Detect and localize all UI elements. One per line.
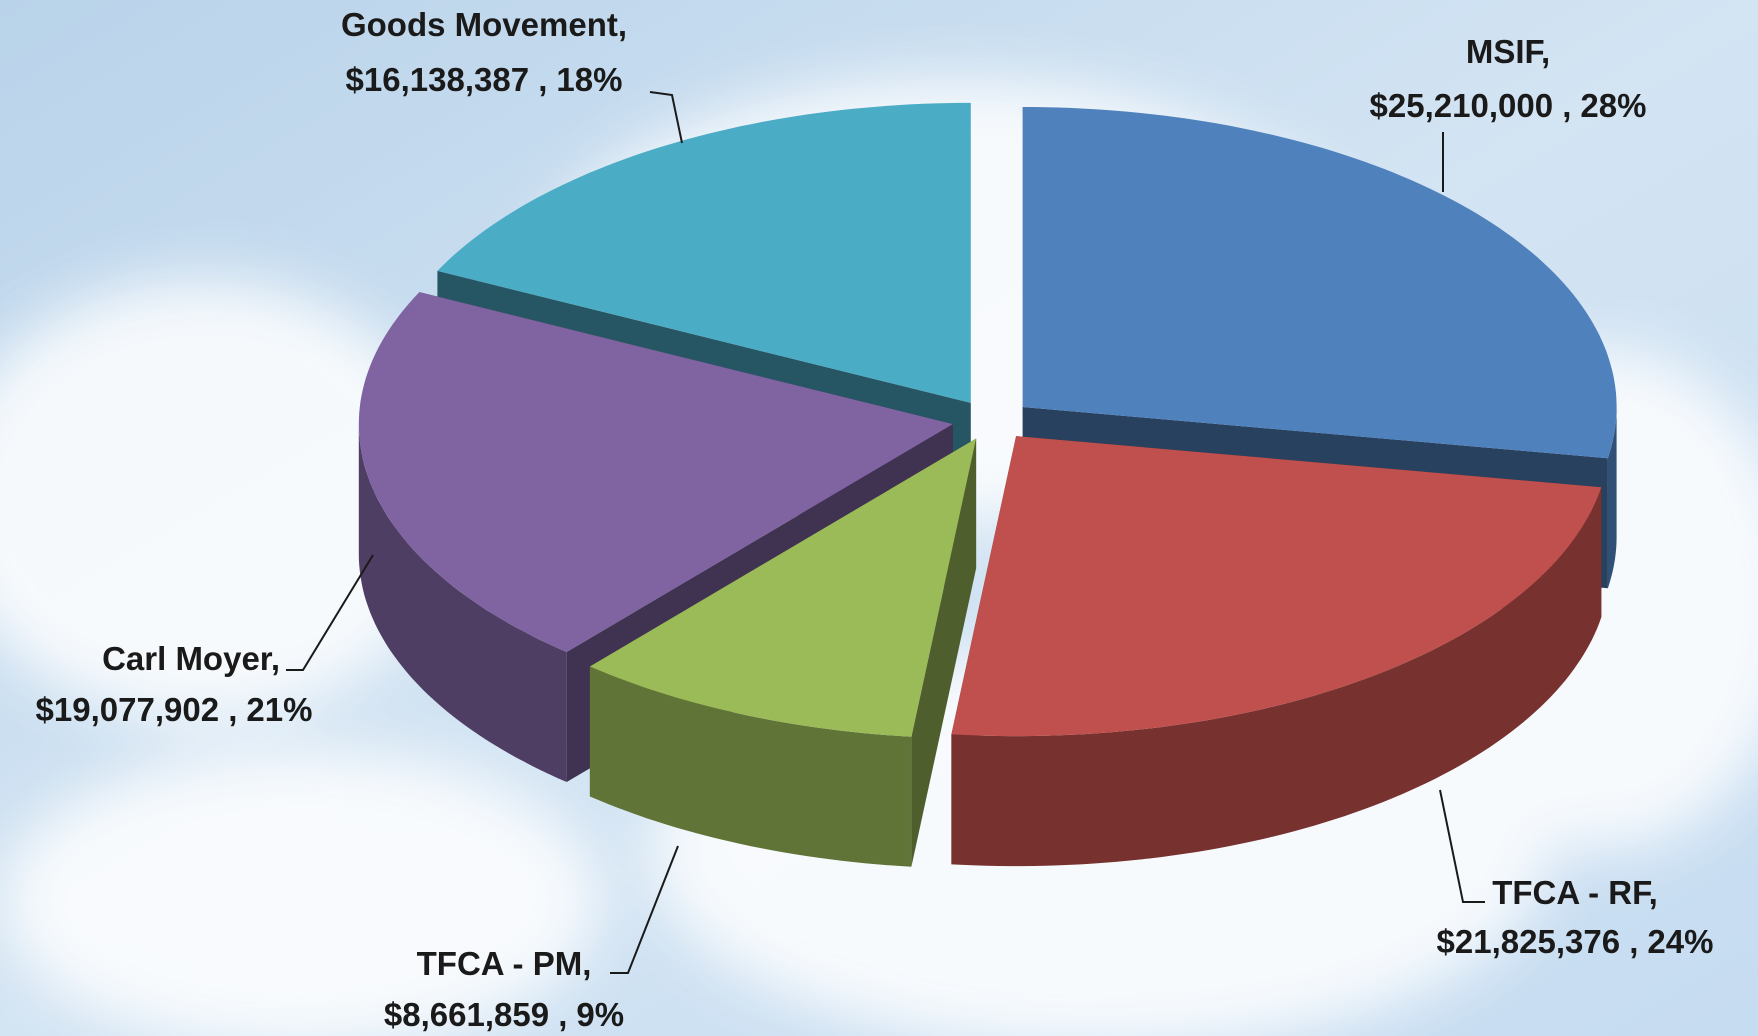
category-label: TFCA - RF, — [1492, 874, 1658, 911]
amount: $25,210,000 , — [1370, 87, 1572, 124]
category-label: Goods Movement, — [341, 6, 627, 43]
percent: 18% — [556, 61, 622, 98]
percent: 21% — [246, 691, 312, 728]
chart: MSIF, $25,210,000 ,28% TFCA - RF, $21,825,3… — [0, 0, 1758, 1036]
page: MSIF, $25,210,000 ,28% TFCA - RF, $21,825,3… — [0, 0, 1758, 1036]
percent: 28% — [1580, 87, 1646, 124]
percent: 24% — [1647, 923, 1713, 960]
value-label: $25,210,000 ,28% — [1370, 87, 1647, 124]
category-label: TFCA - PM, — [417, 945, 592, 982]
category-label: Carl Moyer, — [102, 640, 280, 677]
amount: $19,077,902 , — [36, 691, 238, 728]
amount: $16,138,387 , — [346, 61, 548, 98]
value-label: $8,661,859 ,9% — [384, 996, 624, 1033]
value-label: $21,825,376 ,24% — [1437, 923, 1714, 960]
value-label: $16,138,387 ,18% — [346, 61, 623, 98]
percent: 9% — [576, 996, 624, 1033]
amount: $8,661,859 , — [384, 996, 568, 1033]
value-label: $19,077,902 ,21% — [36, 691, 313, 728]
category-label: MSIF, — [1466, 33, 1550, 70]
amount: $21,825,376 , — [1437, 923, 1639, 960]
